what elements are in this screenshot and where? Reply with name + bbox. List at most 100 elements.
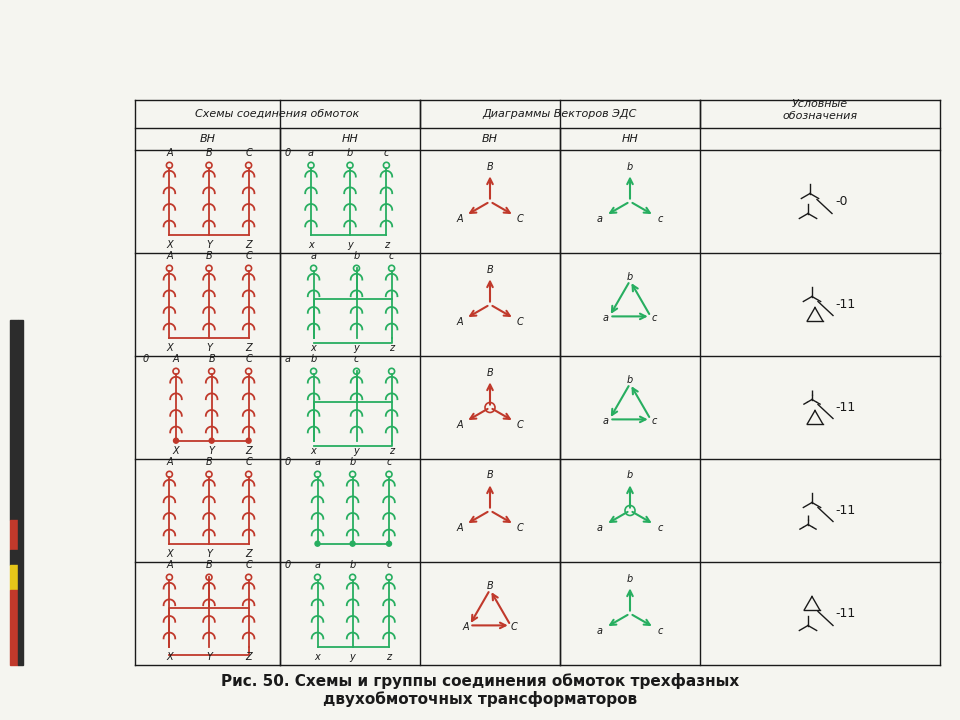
Text: ВН: ВН xyxy=(482,134,498,144)
Text: a: a xyxy=(315,457,321,467)
Text: c: c xyxy=(652,416,657,426)
Text: Y: Y xyxy=(206,652,212,662)
Bar xyxy=(18,320,23,665)
Text: C: C xyxy=(516,317,524,327)
Text: -11: -11 xyxy=(835,607,855,620)
Circle shape xyxy=(246,438,252,444)
Text: c: c xyxy=(658,523,663,533)
Text: X: X xyxy=(166,240,173,250)
Bar xyxy=(10,320,18,520)
Text: X: X xyxy=(166,652,173,662)
Text: C: C xyxy=(245,251,252,261)
Text: C: C xyxy=(245,354,252,364)
Text: y: y xyxy=(349,652,355,662)
Text: НН: НН xyxy=(622,134,638,144)
Text: a: a xyxy=(603,416,609,426)
Text: X: X xyxy=(166,549,173,559)
Text: C: C xyxy=(245,560,252,570)
Bar xyxy=(10,550,18,565)
Text: C: C xyxy=(516,523,524,533)
Text: x: x xyxy=(311,446,317,456)
Text: Y: Y xyxy=(206,240,212,250)
Text: ВН: ВН xyxy=(200,134,215,144)
Text: B: B xyxy=(487,264,493,274)
Circle shape xyxy=(209,438,214,444)
Bar xyxy=(10,590,18,665)
Text: c: c xyxy=(658,626,663,636)
Text: z: z xyxy=(384,240,389,250)
Text: B: B xyxy=(487,470,493,480)
Text: y: y xyxy=(353,343,359,353)
Text: 0: 0 xyxy=(285,148,291,158)
Circle shape xyxy=(174,438,179,444)
Text: A: A xyxy=(456,523,463,533)
Text: -11: -11 xyxy=(835,504,855,517)
Text: Y: Y xyxy=(208,446,215,456)
Text: A: A xyxy=(173,354,180,364)
Text: b: b xyxy=(627,161,634,171)
Text: c: c xyxy=(652,313,657,323)
Text: B: B xyxy=(205,251,212,261)
Text: b: b xyxy=(353,251,360,261)
Text: Y: Y xyxy=(206,343,212,353)
Text: c: c xyxy=(386,457,392,467)
Text: Z: Z xyxy=(246,343,252,353)
Text: c: c xyxy=(389,251,395,261)
Text: a: a xyxy=(308,148,314,158)
Bar xyxy=(10,565,18,590)
Text: B: B xyxy=(205,457,212,467)
Text: B: B xyxy=(205,148,212,158)
Text: z: z xyxy=(389,343,395,353)
Text: -11: -11 xyxy=(835,298,855,311)
Text: C: C xyxy=(245,148,252,158)
Text: z: z xyxy=(389,446,395,456)
Text: b: b xyxy=(349,457,356,467)
Text: X: X xyxy=(166,343,173,353)
Text: B: B xyxy=(205,560,212,570)
Text: Z: Z xyxy=(246,652,252,662)
Text: Z: Z xyxy=(246,549,252,559)
Text: 0: 0 xyxy=(143,354,149,364)
Text: x: x xyxy=(308,240,314,250)
Text: Схемы соединения обмоток: Схемы соединения обмоток xyxy=(196,109,360,119)
Text: B: B xyxy=(487,161,493,171)
Text: y: y xyxy=(348,240,353,250)
Text: Z: Z xyxy=(246,446,252,456)
Text: X: X xyxy=(173,446,180,456)
Text: НН: НН xyxy=(342,134,358,144)
Text: A: A xyxy=(166,457,173,467)
Text: c: c xyxy=(354,354,359,364)
Text: -11: -11 xyxy=(835,401,855,414)
Text: a: a xyxy=(603,313,609,323)
Text: C: C xyxy=(245,457,252,467)
Text: 0: 0 xyxy=(285,560,291,570)
Text: C: C xyxy=(516,214,524,224)
Text: B: B xyxy=(487,367,493,377)
Text: b: b xyxy=(347,148,353,158)
Text: b: b xyxy=(349,560,356,570)
Text: b: b xyxy=(627,374,634,384)
Text: b: b xyxy=(627,574,634,583)
Text: A: A xyxy=(166,560,173,570)
Text: -0: -0 xyxy=(835,195,848,208)
Text: c: c xyxy=(386,560,392,570)
Text: A: A xyxy=(463,622,469,632)
Text: a: a xyxy=(311,251,317,261)
Text: B: B xyxy=(208,354,215,364)
Text: A: A xyxy=(456,317,463,327)
Text: x: x xyxy=(311,343,317,353)
Text: c: c xyxy=(658,214,663,224)
Circle shape xyxy=(387,541,392,546)
Text: c: c xyxy=(384,148,389,158)
Text: A: A xyxy=(456,214,463,224)
Text: Z: Z xyxy=(246,240,252,250)
Text: z: z xyxy=(387,652,392,662)
Text: a: a xyxy=(597,523,603,533)
Text: b: b xyxy=(310,354,317,364)
Text: x: x xyxy=(315,652,321,662)
Text: C: C xyxy=(511,622,517,632)
Text: b: b xyxy=(627,470,634,480)
Text: Условные
обозначения: Условные обозначения xyxy=(782,99,857,120)
Text: 0: 0 xyxy=(285,457,291,467)
Bar xyxy=(10,520,18,550)
